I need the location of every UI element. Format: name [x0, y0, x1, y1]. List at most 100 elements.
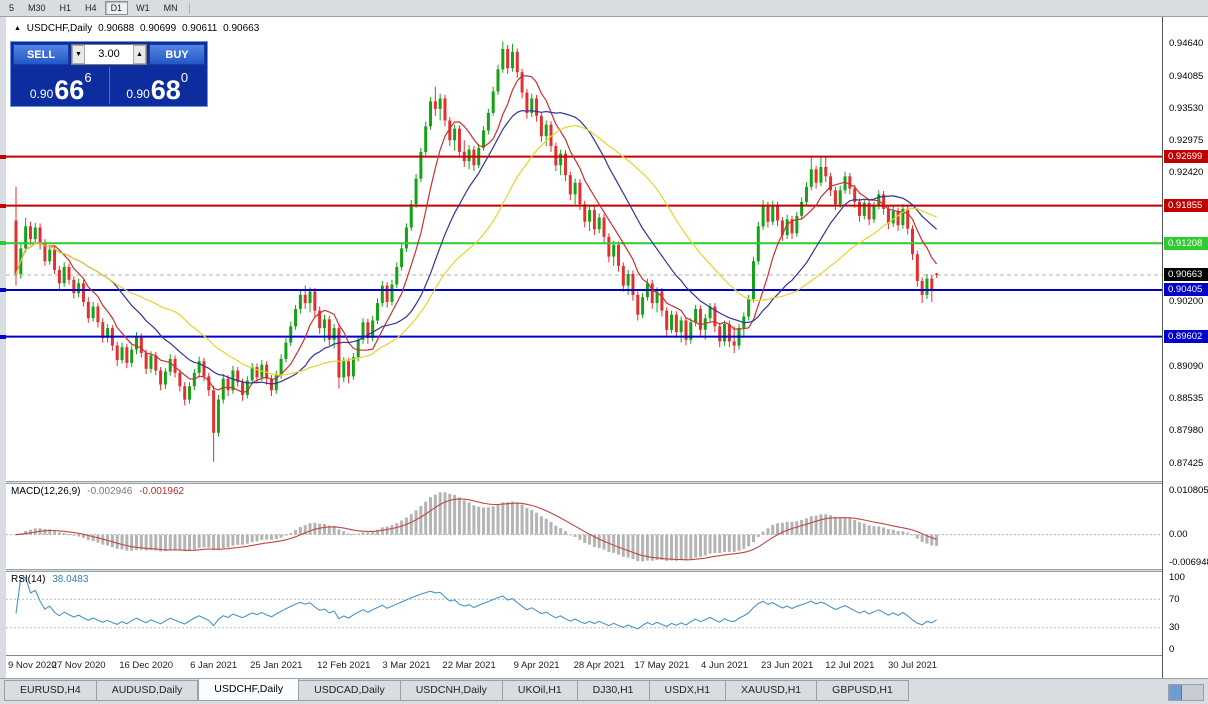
rsi-axis-label: 70: [1169, 593, 1180, 605]
tab-scrollbar[interactable]: [1168, 684, 1204, 701]
chart-tab-GBPUSD[interactable]: GBPUSD,H1: [817, 680, 909, 701]
chart-tab-DJ30[interactable]: DJ30,H1: [577, 680, 650, 701]
chart-symbol-title: USDCHF,Daily: [26, 23, 93, 34]
chart-tab-UKOil[interactable]: UKOil,H1: [502, 680, 578, 701]
volume-down-button[interactable]: ▼: [72, 45, 85, 64]
date-label: 12 Feb 2021: [317, 660, 371, 671]
time-axis-separator: [6, 655, 1162, 656]
date-label: 12 Jul 2021: [825, 660, 875, 671]
timeframe-button-MN[interactable]: MN: [158, 1, 184, 15]
price-axis-tick: 0.87980: [1169, 425, 1204, 437]
chart-tab-EURUSD[interactable]: EURUSD,H4: [4, 680, 97, 701]
sell-price-display[interactable]: 0.90 66 6: [13, 67, 109, 104]
date-label: 23 Jun 2021: [761, 660, 814, 671]
level-line-left-marker: [0, 203, 6, 208]
price-level-badge: 0.91208: [1164, 236, 1208, 250]
macd-canvas[interactable]: [6, 484, 1162, 569]
buy-button[interactable]: BUY: [149, 44, 205, 65]
time-axis[interactable]: 9 Nov 2020 27 Nov 2020 16 Dec 2020 6 Jan 20…: [6, 656, 1162, 678]
timeframe-button-D1[interactable]: D1: [104, 1, 129, 15]
date-label: 22 Mar 2021: [442, 660, 496, 671]
chart-collapse-icon[interactable]: ▲: [14, 25, 21, 32]
rsi-line: [15, 577, 937, 630]
buy-price-display[interactable]: 0.90 68 0: [110, 67, 206, 104]
ohlc-low: 0.90611: [181, 23, 218, 34]
date-label: 9 Apr 2021: [513, 660, 560, 671]
ma-34-line: [15, 125, 937, 376]
rsi-axis-label: 30: [1169, 622, 1180, 634]
rsi-indicator-title: RSI(14) 38.0483: [11, 574, 88, 585]
price-divider: [108, 67, 110, 104]
macd-signal-line: [15, 498, 937, 561]
price-axis-tick: 0.92420: [1169, 167, 1204, 179]
date-label: 28 Apr 2021: [573, 660, 625, 671]
timeframe-button-M30[interactable]: M30: [22, 1, 52, 15]
volume-value[interactable]: 3.00: [98, 48, 120, 60]
pane-divider[interactable]: [6, 569, 1162, 572]
chart-title: ▲ USDCHF,Daily 0.90688 0.90699 0.90611 0…: [14, 23, 262, 34]
chart-tab-USDCAD[interactable]: USDCAD,Daily: [299, 680, 401, 701]
price-level-badge: 0.89602: [1164, 330, 1208, 344]
volume-up-button[interactable]: ▲: [133, 45, 146, 64]
chart-tab-USDCHF[interactable]: USDCHF,Daily: [198, 678, 300, 701]
candlesticks: [14, 41, 939, 462]
rsi-axis-label: 100: [1169, 572, 1185, 584]
chart-tabs-bar: EURUSD,H4 AUDUSD,Daily USDCHF,Daily USDCAD,…: [0, 678, 1208, 704]
ma-20-line: [15, 109, 938, 385]
macd-signal-value: -0.001962: [139, 486, 185, 497]
price-level-badge: 0.92699: [1164, 150, 1208, 164]
price-axis-tick: 0.94640: [1169, 38, 1204, 50]
macd-main-value: -0.002946: [87, 486, 133, 497]
ma-8-line: [15, 75, 938, 394]
sell-price-big-digits: 66: [54, 75, 85, 105]
level-line-left-marker: [0, 334, 6, 339]
toolbar-separator: [188, 2, 190, 14]
macd-axis-label: 0.010805: [1169, 485, 1208, 497]
ohlc-high: 0.90699: [140, 23, 177, 34]
volume-stepper[interactable]: ▼ 3.00 ▲: [71, 44, 147, 65]
rsi-canvas[interactable]: [6, 572, 1162, 655]
date-label: 17 May 2021: [634, 660, 690, 671]
sell-price-pip-digit: 6: [84, 70, 92, 85]
ohlc-open: 0.90688: [98, 23, 135, 34]
one-click-trading-panel: SELL ▼ 3.00 ▲ BUY 0.90 66 6 0.90 68 0: [10, 41, 208, 107]
ohlc-close: 0.90663: [223, 23, 260, 34]
rsi-value: 38.0483: [52, 574, 89, 585]
date-label: 25 Jan 2021: [250, 660, 303, 671]
price-axis-tick: 0.94085: [1169, 70, 1204, 82]
timeframe-button-H4[interactable]: H4: [79, 1, 103, 15]
tab-scrollbar-thumb[interactable]: [1169, 685, 1182, 700]
sell-price-prefix: 0.90: [29, 87, 54, 101]
pane-divider[interactable]: [6, 481, 1162, 484]
date-label: 27 Nov 2020: [51, 660, 106, 671]
macd-name: MACD(12,26,9): [11, 486, 81, 497]
macd-axis-label: -0.006948: [1169, 557, 1208, 569]
price-chart-canvas[interactable]: [6, 17, 1162, 481]
chart-tab-USDCNH[interactable]: USDCNH,Daily: [400, 680, 503, 701]
level-line-left-marker: [0, 154, 6, 159]
chart-tab-XAUUSD[interactable]: XAUUSD,H1: [726, 680, 818, 701]
date-label: 30 Jul 2021: [887, 660, 938, 671]
timeframe-button-5[interactable]: 5: [3, 1, 20, 15]
price-axis-tick: 0.87425: [1169, 457, 1204, 469]
date-label: 3 Mar 2021: [382, 660, 431, 671]
buy-price-pip-digit: 0: [180, 70, 189, 85]
chart-tab-AUDUSD[interactable]: AUDUSD,Daily: [96, 680, 199, 701]
chart-area[interactable]: 9 Nov 2020 27 Nov 2020 16 Dec 2020 6 Jan 20…: [6, 17, 1162, 678]
level-line-left-marker: [0, 241, 6, 246]
timeframe-toolbar: 5 M30 H1 H4 D1 W1 MN: [0, 0, 1208, 17]
price-axis-tick: 0.88535: [1169, 393, 1204, 405]
date-label: 6 Jan 2021: [190, 660, 238, 671]
date-label: 4 Jun 2021: [701, 660, 749, 671]
price-axis[interactable]: 0.94640 0.94085 0.93530 0.92975 0.92420 0.902…: [1162, 17, 1208, 678]
timeframe-button-H1[interactable]: H1: [54, 1, 78, 15]
sell-button[interactable]: SELL: [13, 44, 69, 65]
chart-tab-USDX[interactable]: USDX,H1: [649, 680, 727, 701]
price-axis-tick: 0.89090: [1169, 360, 1204, 372]
timeframe-button-W1[interactable]: W1: [130, 1, 156, 15]
price-level-badge: 0.90405: [1164, 283, 1208, 297]
price-axis-tick: 0.93530: [1169, 102, 1204, 114]
horizontal-level-lines[interactable]: [6, 155, 1162, 338]
date-label: 9 Nov 2020: [8, 660, 57, 671]
current-price-badge: 0.90663: [1164, 268, 1208, 282]
